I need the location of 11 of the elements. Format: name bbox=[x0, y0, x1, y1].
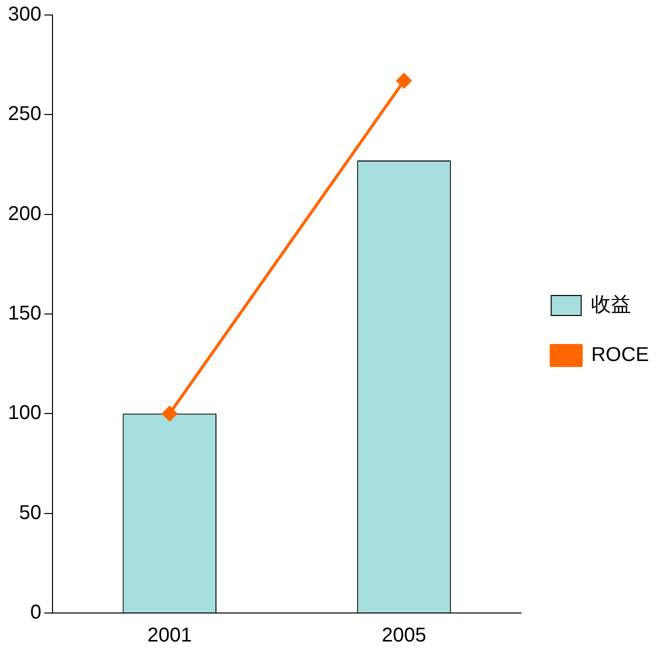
y-tick-label: 200 bbox=[8, 202, 42, 225]
y-tick-label: 0 bbox=[30, 602, 42, 624]
y-tick-label: 50 bbox=[19, 502, 42, 524]
legend-label: ROCE bbox=[591, 344, 650, 366]
y-tick-label: 250 bbox=[8, 103, 42, 126]
y-tick-label: 100 bbox=[8, 402, 42, 424]
legend-label: 收益 bbox=[591, 294, 632, 316]
y-tick-label: 300 bbox=[8, 4, 42, 26]
x-tick-label: 2001 bbox=[147, 624, 192, 647]
x-tick-label: 2005 bbox=[382, 624, 426, 647]
y-tick-label: 150 bbox=[8, 302, 42, 325]
